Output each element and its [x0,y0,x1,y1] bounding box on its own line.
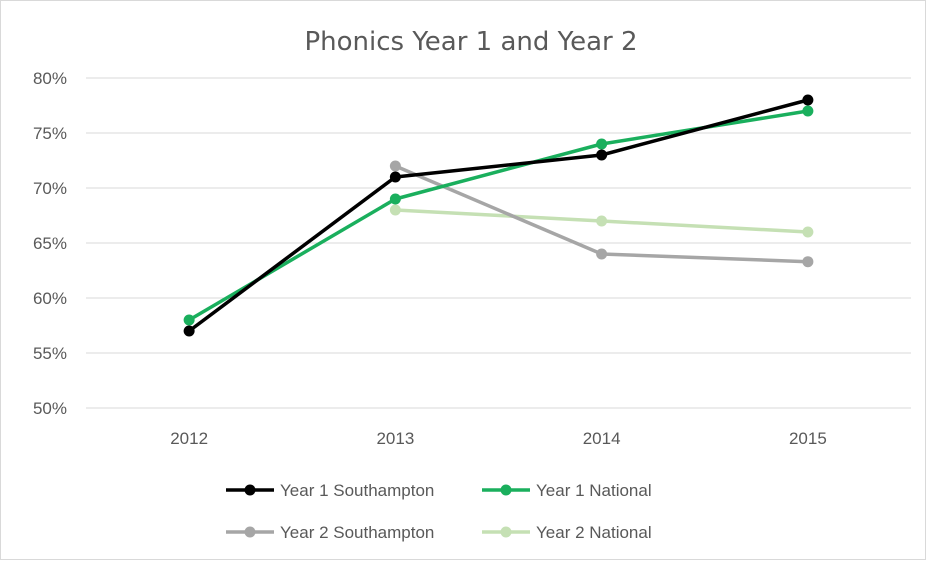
legend-entry: Year 1 National [482,481,652,500]
legend-entry: Year 1 Southampton [226,481,434,500]
data-point [802,94,814,106]
series-line [187,98,810,333]
x-tick-label: 2015 [789,429,827,448]
y-tick-label: 60% [33,289,67,308]
legend-swatch-marker [244,484,256,496]
x-tick-label: 2012 [170,429,208,448]
gridlines [86,77,911,409]
y-tick-label: 70% [33,179,67,198]
data-point [802,226,814,238]
data-point [596,248,608,260]
data-point [183,314,195,326]
legend-label: Year 1 National [536,481,652,500]
series-year-2-southampton [389,160,814,268]
chart-title: Phonics Year 1 and Year 2 [304,27,637,57]
legend-swatch-marker [500,484,512,496]
y-tick-label: 65% [33,234,67,253]
legend-entry: Year 2 Southampton [226,523,434,542]
data-point [389,193,401,205]
data-point [389,171,401,183]
data-point [802,256,814,268]
data-point [389,160,401,172]
legend: Year 1 Southampton Year 1 National Year 2 … [226,481,652,542]
data-point [596,149,608,161]
series-year-2-national [389,204,814,238]
legend-label: Year 2 National [536,523,652,542]
data-point [596,138,608,150]
series-lines [183,94,814,337]
x-axis-tick-labels: 2012 2013 2014 2015 [170,429,827,448]
y-tick-label: 75% [33,124,67,143]
x-tick-label: 2013 [376,429,414,448]
data-point [389,204,401,216]
y-tick-label: 55% [33,344,67,363]
data-point [596,215,608,227]
data-point [802,105,814,117]
legend-label: Year 2 Southampton [280,523,434,542]
legend-swatch-marker [500,526,512,538]
legend-label: Year 1 Southampton [280,481,434,500]
y-axis-tick-labels: 50% 55% 60% 65% 70% 75% 80% [33,69,67,418]
x-tick-label: 2014 [583,429,621,448]
series-year-1-southampton [183,94,814,337]
y-tick-label: 80% [33,69,67,88]
y-tick-label: 50% [33,399,67,418]
data-point [183,325,195,337]
legend-entry: Year 2 National [482,523,652,542]
legend-swatch-marker [244,526,256,538]
